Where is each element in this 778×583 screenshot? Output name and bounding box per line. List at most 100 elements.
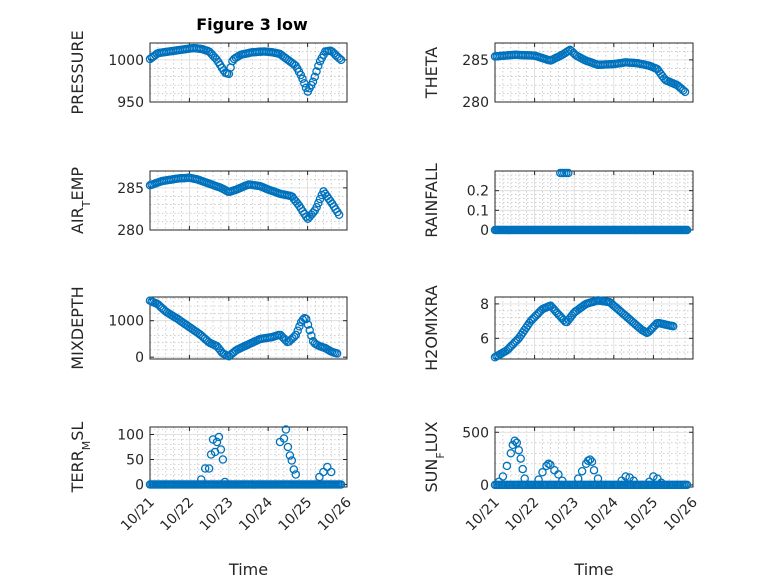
data-point (314, 198, 323, 208)
data-point (336, 55, 346, 65)
series-markers (145, 425, 346, 489)
data-point (326, 467, 336, 477)
y-tick-label: 100 (117, 428, 144, 444)
figure-title: Figure 3 low (196, 15, 308, 34)
subplot-1: 950 1000 PRESSURE (68, 30, 348, 115)
data-point (287, 456, 297, 465)
data-point (587, 457, 597, 466)
data-point (508, 440, 518, 450)
x-axis-label: Time (228, 560, 268, 579)
subplot-6: 6 8 H2OMIXRA (422, 285, 694, 371)
x-tick-label: 10/24 (236, 494, 276, 534)
data-point (279, 434, 289, 443)
series-markers (145, 296, 342, 361)
y-tick-label: 280 (462, 95, 489, 111)
x-tick-label: 10/24 (582, 494, 622, 534)
data-point (200, 464, 210, 473)
data-point (283, 442, 293, 452)
data-point (510, 436, 520, 445)
data-point (516, 454, 525, 463)
y-tick-label: 500 (462, 425, 489, 441)
data-point (498, 472, 508, 481)
data-point (502, 461, 512, 471)
x-tick-label: 10/21 (463, 495, 503, 535)
x-tick-label: 10/25 (621, 495, 661, 535)
data-point (212, 437, 222, 447)
axes-border (494, 42, 694, 103)
axes-border (149, 42, 348, 103)
data-point (593, 474, 603, 483)
data-point (310, 72, 320, 82)
data-point (679, 86, 688, 95)
axes-border (494, 296, 694, 360)
y-axis-label: AIRTEMP (68, 167, 93, 234)
data-point (577, 466, 587, 476)
y-tick-label: 280 (117, 223, 144, 239)
data-point (680, 87, 690, 97)
data-point (335, 54, 344, 63)
y-tick-label: 950 (117, 95, 144, 111)
y-tick-label: 0 (480, 223, 489, 239)
data-point (332, 349, 342, 358)
y-tick-label: 0 (135, 350, 144, 366)
data-point (520, 474, 529, 483)
data-point (216, 445, 226, 454)
data-point (573, 474, 583, 483)
y-tick-label: 0 (480, 478, 489, 494)
data-point (307, 331, 316, 340)
data-point (506, 449, 516, 458)
data-point (546, 460, 555, 470)
data-point (308, 77, 318, 87)
data-point (314, 61, 323, 71)
data-point (554, 470, 563, 479)
y-tick-label: 0.2 (467, 184, 489, 200)
series-markers (490, 168, 692, 235)
y-tick-label: 50 (126, 453, 144, 469)
data-point (621, 472, 630, 481)
data-point (312, 202, 321, 212)
series-markers (490, 45, 690, 97)
y-axis-label: TERRMSL (68, 422, 93, 494)
data-point (682, 480, 692, 490)
data-point (281, 425, 291, 434)
y-tick-label: 8 (480, 297, 489, 313)
x-tick-label: 10/26 (661, 494, 701, 534)
series-markers (145, 173, 344, 223)
data-point (649, 472, 658, 481)
series-markers (490, 296, 678, 362)
y-tick-label: 285 (117, 181, 144, 197)
data-point (291, 470, 301, 479)
y-tick-label: 0 (135, 478, 144, 494)
grid (494, 170, 694, 231)
data-point (542, 461, 551, 471)
y-tick-label: 285 (462, 53, 489, 69)
data-point (514, 445, 524, 455)
y-axis-label: RAINFALL (422, 163, 441, 238)
axes-border (149, 296, 348, 360)
data-point (564, 168, 573, 178)
data-point (298, 74, 307, 84)
data-point (214, 432, 224, 442)
y-tick-label: 0.1 (467, 203, 489, 219)
data-point (336, 480, 346, 489)
subplot-2: 280 285 THETA (422, 42, 694, 111)
y-axis-label: PRESSURE (68, 30, 87, 114)
data-point (298, 315, 308, 324)
data-point (312, 67, 321, 76)
x-axis-label: Time (573, 560, 613, 579)
data-point (293, 326, 302, 335)
x-tick-label: 10/26 (315, 494, 355, 534)
subplot-4: 0 0.1 0.2 RAINFALL (422, 163, 694, 239)
x-tick-label: 10/25 (276, 495, 316, 535)
y-axis-label: H2OMIXRA (422, 285, 441, 371)
subplot-3: 280 285 AIRTEMP (68, 167, 348, 239)
data-point (563, 46, 573, 56)
y-tick-label: 1000 (108, 314, 144, 330)
axes-frame (149, 426, 348, 488)
data-point (196, 475, 206, 484)
y-tick-label: 1000 (108, 53, 144, 69)
x-tick-label: 10/23 (542, 495, 582, 535)
data-point (585, 455, 595, 464)
data-point (204, 464, 214, 473)
